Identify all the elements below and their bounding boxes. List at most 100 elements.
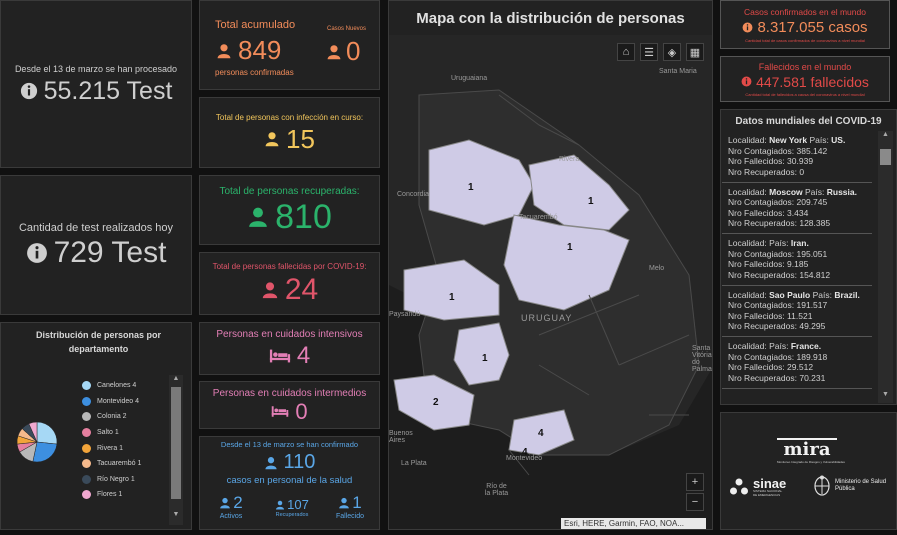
map-label-rivera: Rivera xyxy=(559,156,580,163)
location-name: New York xyxy=(769,135,808,145)
country-label: País: xyxy=(769,341,791,351)
intermediate-label: Personas en cuidados intermedios xyxy=(212,387,367,399)
legend-item: Colonia 2 xyxy=(82,409,141,425)
sinae-logo: sinae SISTEMA NACIONAL DE EMERGENCIAS xyxy=(729,477,787,497)
person-icon xyxy=(249,207,267,227)
location-header: Localidad: Sao Paulo País: Brazil. xyxy=(728,290,866,301)
legend-item: Flores 1 xyxy=(82,487,141,503)
legend-label: Rivera 1 xyxy=(97,444,124,452)
distribution-title: Distribución de personas por departament… xyxy=(35,330,162,354)
accumulated-sub: personas confirmadas xyxy=(215,68,294,77)
map-marker[interactable]: 1 xyxy=(468,182,474,193)
new-cases-value: 0 xyxy=(346,36,361,66)
info-icon xyxy=(26,243,47,263)
map-marker[interactable]: 1 xyxy=(567,242,573,253)
scroll-thumb[interactable] xyxy=(880,149,891,165)
intermediate-value: 0 xyxy=(295,398,308,424)
new-cases-value-row: 0 xyxy=(326,36,360,67)
icu-panel: Personas en cuidados intensivos 4 xyxy=(199,322,380,375)
recovered-label: Total de personas recuperadas: xyxy=(219,186,360,197)
mira-logo-sub: Monitoreo Integrado de Riesgos y Vulnera… xyxy=(777,459,845,464)
info-icon xyxy=(20,83,37,100)
sinae-logo-icon xyxy=(730,478,748,495)
location-confirmed: Nro Contagiados: 195.051 xyxy=(728,248,828,259)
map-label-uruguaiana: Uruguaiana xyxy=(451,75,488,82)
scroll-down-arrow[interactable]: ▼ xyxy=(882,391,889,398)
location-recovered: Nro Recuperados: 70.231 xyxy=(728,372,826,383)
health-staff-total-row: 110 xyxy=(200,451,379,474)
health-staff-recovered-label: Recuperados xyxy=(275,512,309,518)
world-list-scrollbar[interactable]: ▲ ▼ xyxy=(878,131,893,403)
world-location-item: Localidad: Moscow País: Russia. Nro Conta… xyxy=(722,183,872,234)
pie-slice[interactable] xyxy=(28,421,38,443)
location-confirmed: Nro Contagiados: 385.142 xyxy=(728,145,828,156)
logos-panel: mira Monitoreo Integrado de Riesgos y Vu… xyxy=(720,412,897,530)
person-icon xyxy=(264,456,277,469)
pie-slice[interactable] xyxy=(32,441,58,463)
deceased-value: 24 xyxy=(284,273,319,307)
recovered-value-row: 810 xyxy=(247,200,332,234)
map-label-concordia: Concordia xyxy=(397,191,429,198)
zoom-in-button[interactable]: + xyxy=(686,473,704,491)
country-name: Brazil. xyxy=(834,289,860,300)
map-marker[interactable]: 4 xyxy=(538,428,544,439)
scroll-up-arrow[interactable]: ▲ xyxy=(172,375,180,382)
map-canvas[interactable]: Uruguaiana Santa Maria Rivera Concordia … xyxy=(389,35,713,530)
world-confirmed-panel: Casos confirmados en el mundo 8.317.055 … xyxy=(720,0,890,49)
home-button[interactable]: ⌂ xyxy=(617,43,635,61)
location-recovered: Nro Recuperados: 154.812 xyxy=(728,269,831,280)
scroll-thumb[interactable] xyxy=(171,387,181,499)
person-icon xyxy=(217,43,231,58)
world-location-list[interactable]: Localidad: New York País: US. Nro Contagi… xyxy=(722,131,872,402)
map-marker[interactable]: 1 xyxy=(482,353,488,364)
zoom-out-button[interactable]: − xyxy=(686,493,704,511)
map-marker[interactable]: 1 xyxy=(588,196,594,207)
location-label: Localidad: xyxy=(728,289,770,300)
map-attribution[interactable]: Esri, HERE, Garmin, FAO, NOA... xyxy=(561,518,706,529)
recovered-panel: Total de personas recuperadas: 810 xyxy=(199,175,380,245)
health-staff-sub-label: casos en personal de la salud xyxy=(226,475,353,486)
location-confirmed: Nro Contagiados: 191.517 xyxy=(728,300,828,311)
scroll-down-arrow[interactable]: ▼ xyxy=(172,511,180,518)
world-location-item: Localidad: País: Iran. Nro Contagiados: 1… xyxy=(722,234,872,286)
location-recovered: Nro Recuperados: 0 xyxy=(728,166,805,177)
deceased-label: Total de personas fallecidas por COVID-1… xyxy=(212,261,367,271)
legend-item: Tacuarembó 1 xyxy=(82,456,141,472)
health-staff-active-value: 2 xyxy=(233,493,243,512)
location-name: Moscow xyxy=(769,186,803,197)
accumulated-value: 849 xyxy=(238,35,282,65)
coat-of-arms-icon xyxy=(814,475,830,496)
pie-slice[interactable] xyxy=(36,421,58,445)
tests-processed-value-row: 55.215 Test xyxy=(20,78,172,104)
map-marker[interactable]: 1 xyxy=(449,292,455,303)
person-icon xyxy=(339,497,350,509)
scroll-up-arrow[interactable]: ▲ xyxy=(882,131,889,138)
world-confirmed-value-row: 8.317.055 casos xyxy=(742,19,868,36)
health-staff-since-label: Desde el 13 de marzo se han confirmado xyxy=(220,440,359,449)
in-course-label: Total de personas con infección en curso… xyxy=(215,112,364,122)
world-deaths-note: Cantidad total de fallecidos a causa del… xyxy=(745,91,865,97)
list-button[interactable]: ☰ xyxy=(640,43,658,61)
legend-label: Río Negro 1 xyxy=(97,475,135,483)
distribution-pie-chart xyxy=(16,421,58,463)
country-name: Russia. xyxy=(826,186,857,197)
tests-today-label: Cantidad de test realizados hoy xyxy=(18,222,174,234)
location-deaths: Nro Fallecidos: 9.185 xyxy=(728,259,809,270)
world-deaths-value-row: 447.581 fallecidos xyxy=(741,74,869,90)
legend-scrollbar[interactable]: ▲ ▼ xyxy=(169,375,183,525)
map-label-paysandu: Paysandú xyxy=(389,311,421,318)
legend-color-swatch xyxy=(82,396,91,406)
map-marker[interactable]: 4 xyxy=(522,447,528,458)
location-label: Localidad: xyxy=(728,186,770,197)
hospital-bed-icon xyxy=(272,406,289,417)
location-header: Localidad: País: Iran. xyxy=(728,238,866,249)
accumulated-panel: Total acumulado 849 personas confirmadas… xyxy=(199,0,380,90)
deceased-panel: Total de personas fallecidas por COVID-1… xyxy=(199,252,380,315)
basemap-button[interactable]: ▦ xyxy=(686,43,704,61)
uruguay-map[interactable] xyxy=(389,35,713,530)
in-course-value-row: 15 xyxy=(264,126,315,152)
map-marker[interactable]: 2 xyxy=(433,397,439,408)
legend-label: Canelones 4 xyxy=(97,382,137,390)
location-recovered: Nro Recuperados: 128.385 xyxy=(728,218,831,229)
layers-button[interactable]: ◈ xyxy=(663,43,681,61)
